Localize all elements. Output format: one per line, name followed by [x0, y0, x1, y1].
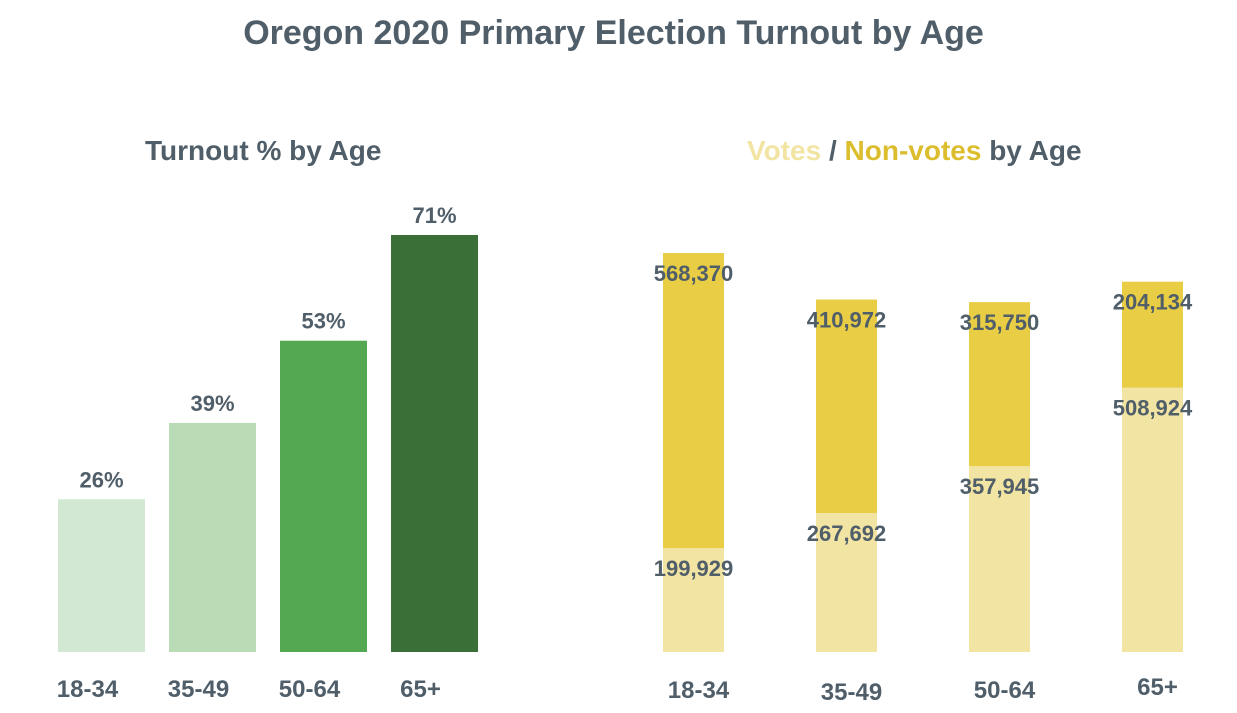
x-tick-label: 65+ — [1137, 674, 1178, 701]
votes-bar-50-64 — [969, 466, 1030, 652]
turnout-value-label: 71% — [412, 203, 456, 228]
turnout-bar-chart: 26% 18-34 39% 35-49 53% 50-64 71% 65+ — [57, 203, 478, 703]
votes-value-label: 267,692 — [807, 521, 887, 546]
title-part-votes: Votes — [747, 135, 822, 166]
title-part-nonvotes: Non-votes — [844, 135, 982, 166]
votes-value-label: 357,945 — [960, 474, 1040, 499]
x-tick-label: 50-64 — [974, 677, 1036, 704]
votes-value-label: 508,924 — [1113, 396, 1193, 421]
title-part-by-age: by Age — [981, 135, 1082, 166]
x-tick-label: 50-64 — [279, 676, 341, 703]
turnout-bar-35-49 — [169, 422, 256, 652]
votes-bar-35-49 — [816, 512, 877, 652]
title-part-slash: / — [821, 135, 845, 166]
nonvotes-bar-35-49 — [816, 299, 877, 513]
nonvotes-bar-50-64 — [969, 302, 1030, 467]
page-title: Oregon 2020 Primary Election Turnout by … — [243, 14, 984, 52]
turnout-bar-50-64 — [280, 340, 367, 652]
nonvotes-bar-18-34 — [663, 253, 724, 549]
x-tick-label: 18-34 — [57, 676, 119, 703]
nonvotes-value-label: 410,972 — [807, 308, 887, 333]
nonvotes-value-label: 568,370 — [654, 261, 734, 286]
nonvotes-value-label: 315,750 — [960, 310, 1040, 335]
nonvotes-bar-65+ — [1122, 281, 1183, 388]
left-chart-title: Turnout % by Age — [145, 135, 382, 166]
x-tick-label: 65+ — [400, 676, 441, 703]
turnout-value-label: 39% — [190, 391, 234, 416]
x-tick-label: 18-34 — [668, 677, 730, 704]
nonvotes-value-label: 204,134 — [1113, 290, 1193, 315]
x-tick-label: 35-49 — [821, 679, 882, 706]
turnout-bar-18-34 — [58, 499, 145, 652]
right-chart-title: Votes / Non-votes by Age — [747, 135, 1082, 167]
turnout-bar-65+ — [391, 235, 478, 652]
votes-bar-18-34 — [663, 548, 724, 652]
x-tick-label: 35-49 — [168, 676, 229, 703]
votes-bar-65+ — [1122, 387, 1183, 652]
votes-value-label: 199,929 — [654, 556, 734, 581]
turnout-value-label: 26% — [79, 467, 123, 492]
turnout-value-label: 53% — [301, 309, 345, 334]
